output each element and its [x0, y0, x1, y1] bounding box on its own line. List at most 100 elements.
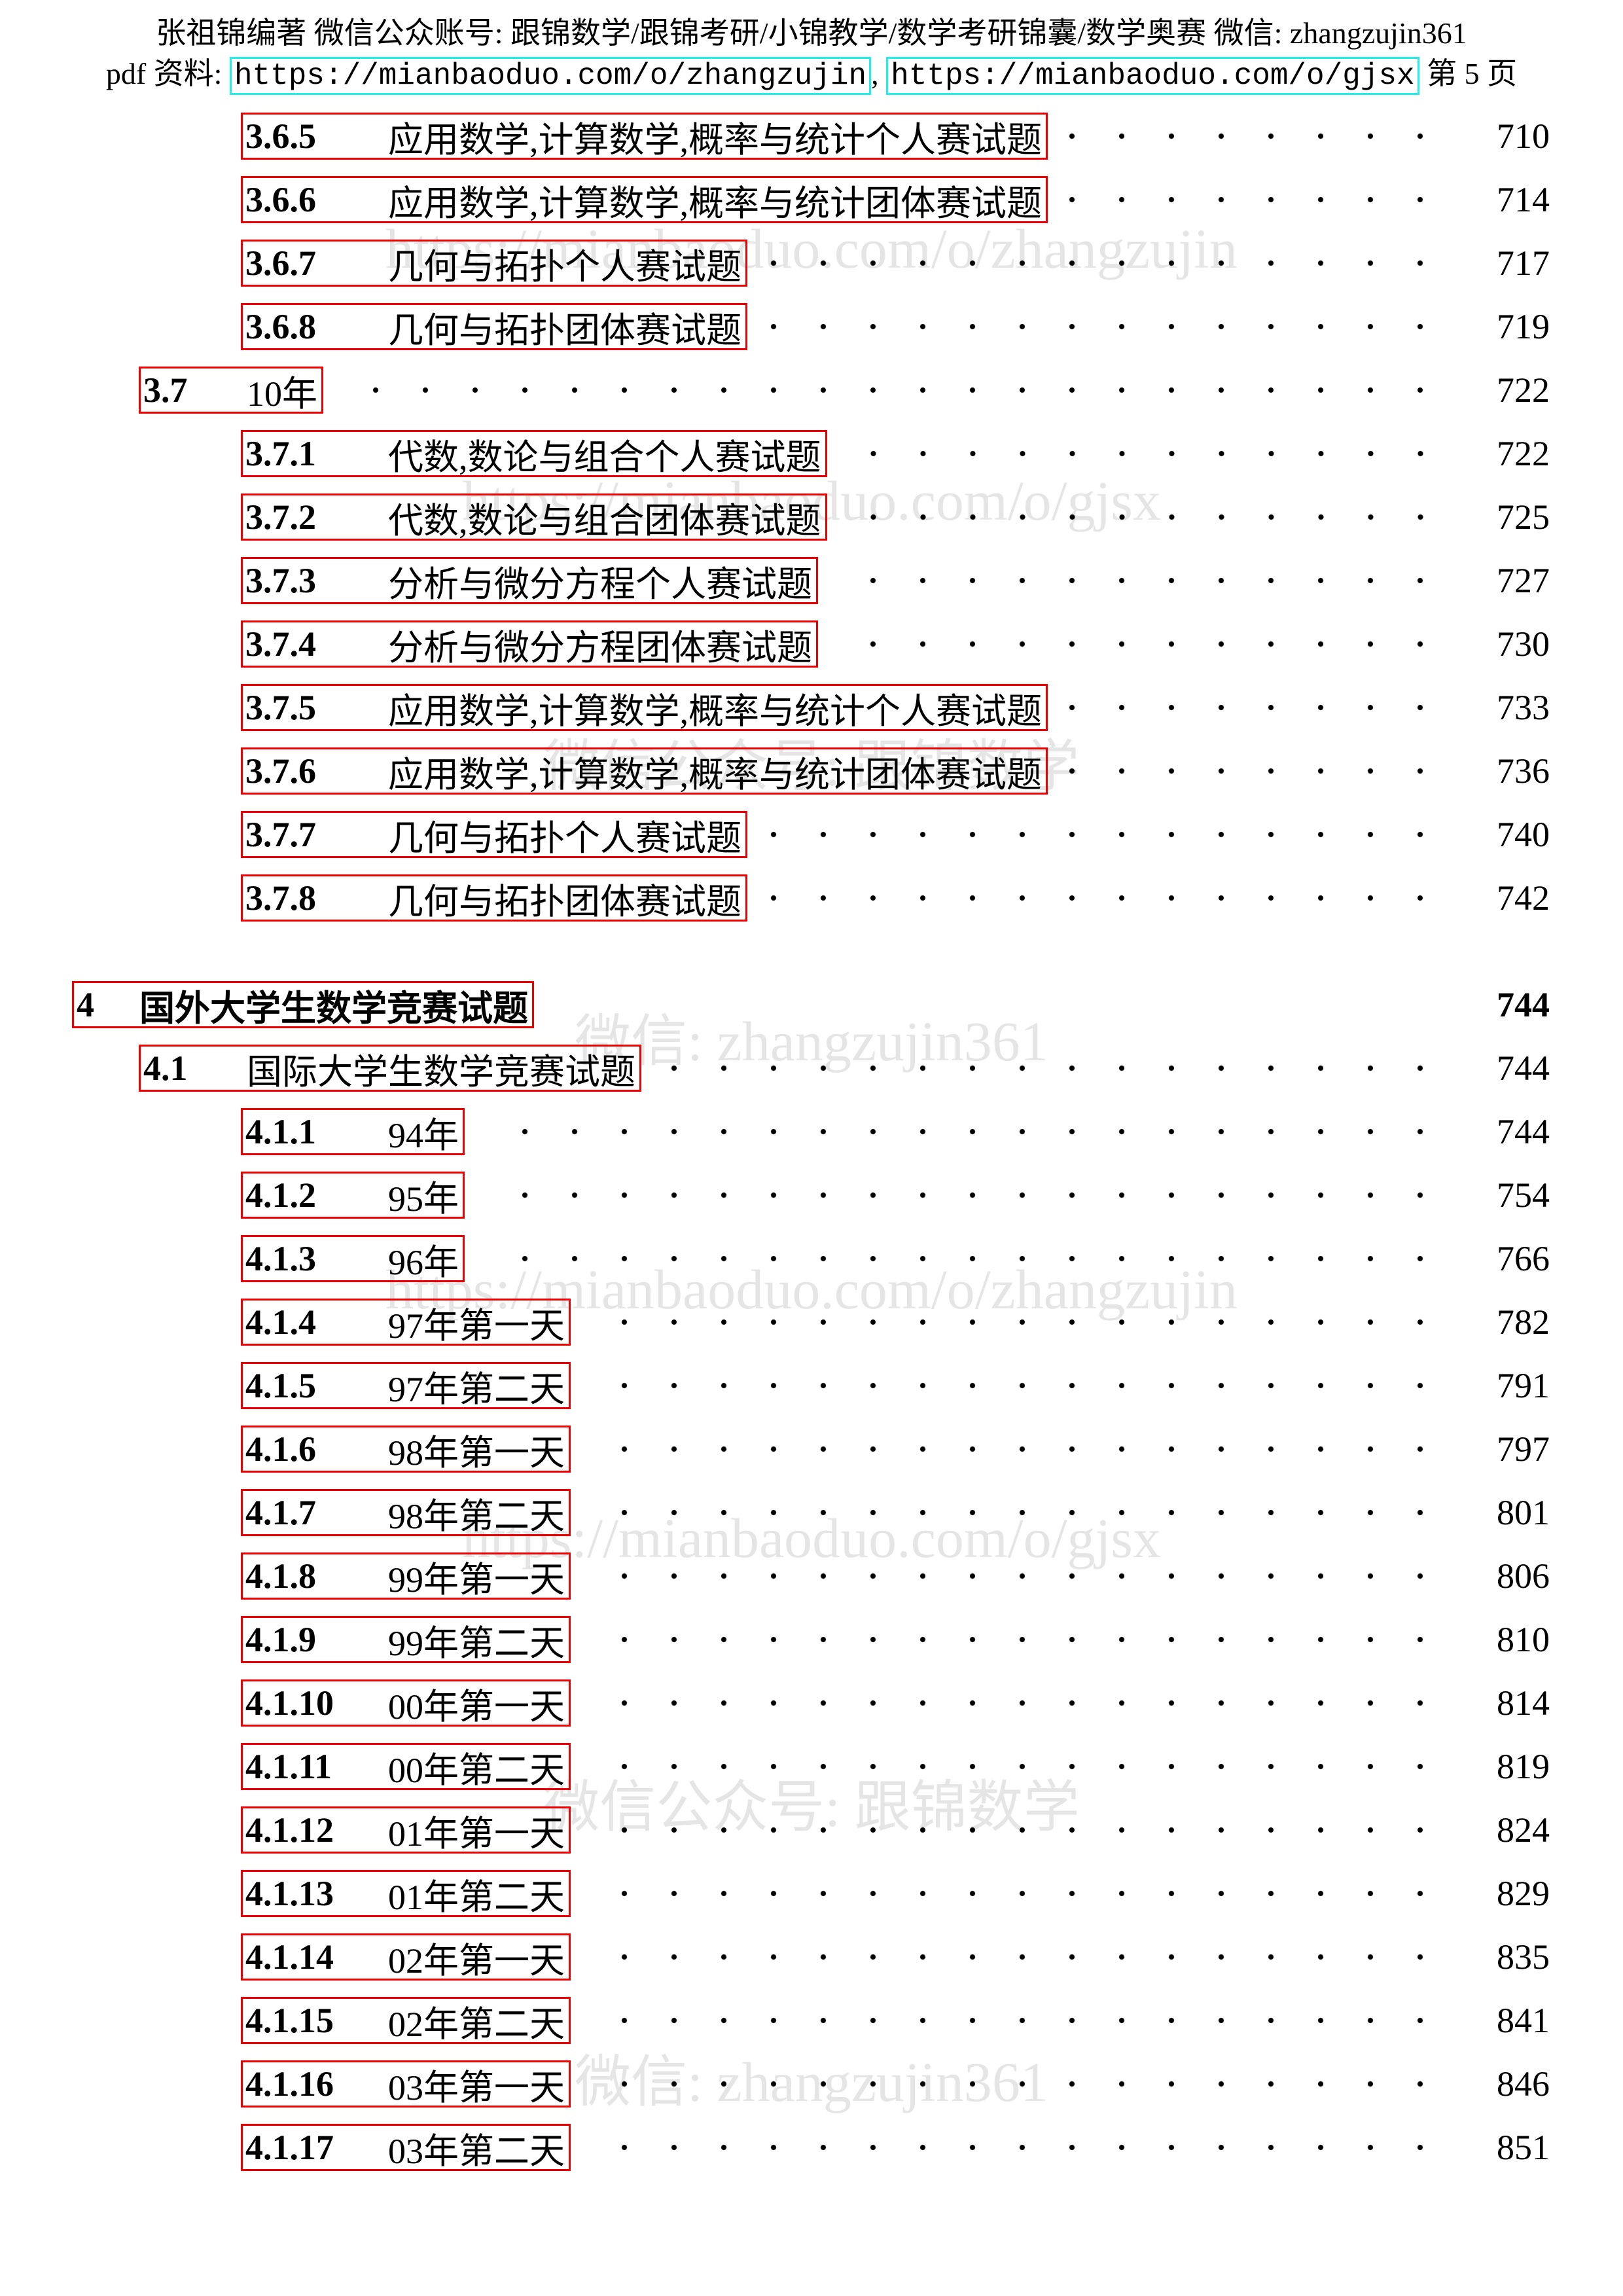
toc-entry: 4.1 国际大学生数学竞赛试题 744 — [139, 1042, 1550, 1094]
entry-link[interactable]: 4.1.10 00年第一天 — [241, 1679, 571, 1727]
entry-number: 3.6.5 — [245, 117, 316, 156]
entry-link[interactable]: 3.7.1 代数,数论与组合个人赛试题 — [241, 430, 827, 477]
entry-title: 分析与微分方程团体赛试题 — [388, 628, 812, 668]
entry-number: 4.1.13 — [245, 1874, 334, 1913]
dot-leader — [586, 1804, 1445, 1856]
page-number: 797 — [1497, 1429, 1550, 1469]
entry-link[interactable]: 3.7.2 代数,数论与组合团体赛试题 — [241, 493, 827, 541]
entry-link[interactable]: 3.7.3 分析与微分方程个人赛试题 — [241, 557, 818, 604]
pdf-label: pdf 资料: — [105, 57, 223, 90]
entry-link[interactable]: 4.1.8 99年第一天 — [241, 1552, 571, 1600]
dot-leader — [586, 1486, 1445, 1539]
page-number: 835 — [1497, 1937, 1550, 1977]
entry-number: 3.6.6 — [245, 180, 316, 219]
entry-title: 97年第一天 — [388, 1306, 565, 1346]
entry-link[interactable]: 4.1.2 95年 — [241, 1172, 465, 1219]
entry-number: 3.6.8 — [245, 307, 316, 346]
entry-title: 94年 — [388, 1115, 459, 1155]
entry-link[interactable]: 4.1.14 02年第一天 — [241, 1933, 571, 1981]
entry-link[interactable]: 4.1.5 97年第二天 — [241, 1362, 571, 1409]
entry-number: 4.1.9 — [245, 1620, 316, 1659]
dot-leader — [550, 978, 1445, 1031]
dot-leader — [763, 300, 1445, 353]
page-number: 754 — [1497, 1175, 1550, 1215]
page-number: 819 — [1497, 1747, 1550, 1786]
entry-link[interactable]: 4.1.6 98年第一天 — [241, 1426, 571, 1473]
entry-number: 4.1.10 — [245, 1683, 334, 1723]
dot-leader — [586, 1994, 1445, 2047]
entry-title: 00年第二天 — [388, 1750, 565, 1790]
entry-link[interactable]: 3.6.5 应用数学,计算数学,概率与统计个人赛试题 — [241, 113, 1048, 160]
page-number: 846 — [1497, 2064, 1550, 2104]
toc-entry: 4.1.4 97年第一天 782 — [241, 1296, 1550, 1348]
entry-link[interactable]: 3.7.5 应用数学,计算数学,概率与统计个人赛试题 — [241, 684, 1048, 731]
dot-leader — [834, 618, 1445, 670]
entry-title: 02年第一天 — [388, 1941, 565, 1981]
page-number: 810 — [1497, 1620, 1550, 1659]
toc-entry: 3.7 10年 722 — [139, 364, 1550, 416]
toc-entry: 4.1.3 96年 766 — [241, 1232, 1550, 1285]
entry-title: 国际大学生数学竞赛试题 — [247, 1052, 635, 1092]
page-number: 722 — [1497, 434, 1550, 473]
entry-link[interactable]: 4 国外大学生数学竞赛试题 — [72, 981, 534, 1028]
toc-entry: 4.1.14 02年第一天 835 — [241, 1931, 1550, 1983]
toc-entry: 4.1.9 99年第二天 810 — [241, 1613, 1550, 1666]
entry-title: 03年第一天 — [388, 2068, 565, 2108]
entry-link[interactable]: 3.6.6 应用数学,计算数学,概率与统计团体赛试题 — [241, 176, 1048, 223]
entry-link[interactable]: 4.1 国际大学生数学竞赛试题 — [139, 1045, 641, 1092]
entry-title: 几何与拓扑个人赛试题 — [388, 818, 741, 858]
entry-link[interactable]: 4.1.13 01年第二天 — [241, 1870, 571, 1917]
entry-title: 00年第一天 — [388, 1687, 565, 1727]
toc-entry: 4.1.11 00年第二天 819 — [241, 1740, 1550, 1793]
entry-link[interactable]: 3.6.7 几何与拓扑个人赛试题 — [241, 240, 747, 287]
page-number: 744 — [1497, 985, 1550, 1024]
toc-entry: 3.7.6 应用数学,计算数学,概率与统计团体赛试题 736 — [241, 745, 1550, 797]
link[interactable]: https://mianbaoduo.com/o/zhangzujin — [229, 57, 872, 95]
entry-number: 3.7.2 — [245, 497, 316, 537]
entry-number: 3.7 — [143, 370, 188, 410]
entry-title: 03年第二天 — [388, 2131, 565, 2171]
entry-link[interactable]: 3.7 10年 — [139, 367, 323, 414]
page-number: 814 — [1497, 1683, 1550, 1723]
entry-link[interactable]: 4.1.16 03年第一天 — [241, 2060, 571, 2108]
entry-link[interactable]: 3.7.6 应用数学,计算数学,概率与统计团体赛试题 — [241, 747, 1048, 795]
dot-leader — [586, 1550, 1445, 1602]
entry-link[interactable]: 3.7.7 几何与拓扑个人赛试题 — [241, 811, 747, 858]
toc-entry: 4.1.15 02年第二天 841 — [241, 1994, 1550, 2047]
toc-entry: 4.1.8 99年第一天 806 — [241, 1550, 1550, 1602]
dot-leader — [657, 1042, 1445, 1094]
page-number: 744 — [1497, 1049, 1550, 1088]
toc-entry: 3.7.5 应用数学,计算数学,概率与统计个人赛试题 733 — [241, 681, 1550, 734]
toc-entry: 4 国外大学生数学竞赛试题 744 — [72, 978, 1550, 1031]
dot-leader — [480, 1232, 1445, 1285]
entry-link[interactable]: 4.1.15 02年第二天 — [241, 1997, 571, 2044]
entry-link[interactable]: 4.1.4 97年第一天 — [241, 1299, 571, 1346]
entry-link[interactable]: 4.1.11 00年第二天 — [241, 1743, 571, 1790]
page-number: 782 — [1497, 1302, 1550, 1342]
entry-link[interactable]: 4.1.12 01年第一天 — [241, 1806, 571, 1854]
entry-link[interactable]: 4.1.3 96年 — [241, 1235, 465, 1282]
entry-link[interactable]: 3.6.8 几何与拓扑团体赛试题 — [241, 303, 747, 350]
entry-link[interactable]: 4.1.1 94年 — [241, 1108, 465, 1155]
dot-leader — [834, 554, 1445, 607]
entry-title: 02年第二天 — [388, 2004, 565, 2044]
entry-link[interactable]: 3.7.4 分析与微分方程团体赛试题 — [241, 620, 818, 668]
page-number: 766 — [1497, 1239, 1550, 1278]
entry-link[interactable]: 4.1.7 98年第二天 — [241, 1489, 571, 1536]
toc-entry: 3.6.5 应用数学,计算数学,概率与统计个人赛试题 710 — [241, 110, 1550, 162]
link[interactable]: https://mianbaoduo.com/o/gjsx — [886, 57, 1419, 95]
dot-leader — [1063, 173, 1445, 226]
entry-number: 4.1.2 — [245, 1175, 316, 1215]
entry-number: 3.7.6 — [245, 751, 316, 791]
entry-link[interactable]: 4.1.17 03年第二天 — [241, 2124, 571, 2171]
entry-link[interactable]: 4.1.9 99年第二天 — [241, 1616, 571, 1663]
entry-title: 几何与拓扑团体赛试题 — [388, 310, 741, 350]
entry-link[interactable]: 3.7.8 几何与拓扑团体赛试题 — [241, 874, 747, 922]
toc-entry: 4.1.10 00年第一天 814 — [241, 1677, 1550, 1729]
dot-leader — [480, 1169, 1445, 1221]
entry-number: 4.1.15 — [245, 2001, 334, 2040]
entry-number: 3.6.7 — [245, 243, 316, 283]
entry-number: 4.1.1 — [245, 1112, 316, 1151]
entry-title: 01年第一天 — [388, 1814, 565, 1854]
